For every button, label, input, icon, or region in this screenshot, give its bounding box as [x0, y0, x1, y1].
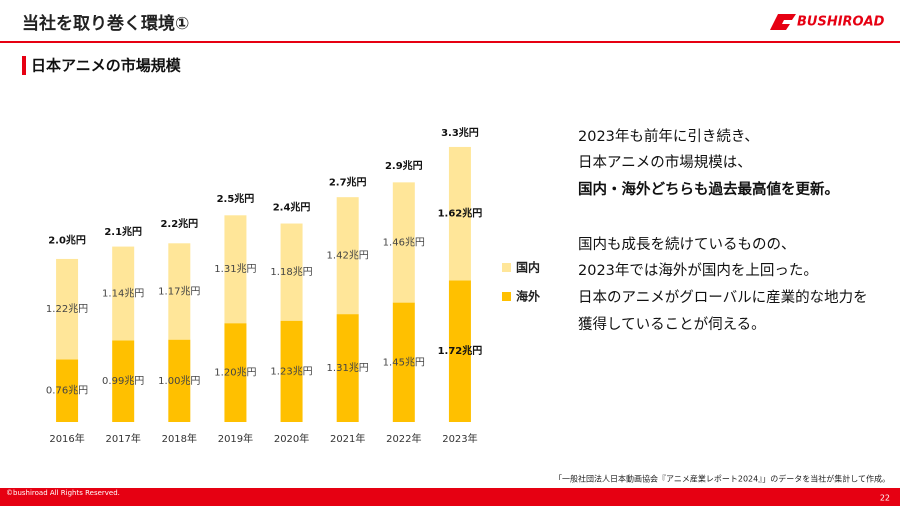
logo: BUSHIROAD — [797, 15, 885, 30]
x-tick-label: 2019年 — [218, 432, 253, 445]
value-label: 1.31兆円 — [214, 263, 256, 275]
total-label: 2.4兆円 — [273, 200, 311, 213]
x-tick-label: 2023年 — [442, 432, 477, 445]
bar-segment — [280, 320, 303, 422]
legend-label: 海外 — [516, 289, 540, 304]
value-label: 1.22兆円 — [46, 303, 88, 315]
commentary: 2023年も前年に引き続き、日本アニメの市場規模は、国内・海外どちらも過去最高値… — [578, 128, 868, 333]
total-label: 2.5兆円 — [217, 192, 255, 205]
bar-segment — [56, 258, 79, 360]
legend-label: 国内 — [516, 260, 540, 275]
bar-segment — [168, 243, 191, 340]
bar-segment — [448, 146, 471, 281]
x-tick-label: 2021年 — [330, 432, 365, 445]
value-label: 0.99兆円 — [102, 375, 144, 387]
value-label: 1.72兆円 — [438, 344, 483, 357]
bar-segment — [280, 223, 303, 321]
total-label: 2.2兆円 — [160, 217, 198, 230]
value-label: 1.14兆円 — [102, 288, 144, 300]
bar-segment — [112, 246, 135, 341]
value-label: 1.00兆円 — [158, 375, 200, 387]
bar-segment — [168, 339, 191, 422]
logo-mark — [770, 14, 796, 30]
page-title: 当社を取り巻く環境① — [22, 13, 189, 34]
total-label: 2.0兆円 — [48, 233, 86, 246]
legend-swatch — [502, 263, 511, 272]
commentary-line: 2023年では海外が国内を上回った。 — [578, 262, 818, 279]
x-tick-label: 2016年 — [49, 432, 84, 445]
commentary-line: 日本アニメの市場規模は、 — [578, 154, 752, 171]
bar-segment — [112, 340, 135, 422]
total-label: 3.3兆円 — [441, 126, 479, 139]
value-label: 1.45兆円 — [383, 356, 425, 368]
section-bar — [22, 56, 26, 75]
total-label: 2.1兆円 — [104, 225, 142, 238]
bar-segment — [336, 197, 359, 315]
bar-segment — [392, 302, 415, 422]
commentary-line: 国内・海外どちらも過去最高値を更新。 — [578, 180, 839, 198]
value-label: 1.17兆円 — [158, 285, 200, 297]
value-label: 1.62兆円 — [438, 207, 483, 220]
commentary-line: 日本のアニメがグローバルに産業的な地力を — [578, 289, 868, 306]
value-label: 1.18兆円 — [270, 266, 312, 278]
total-label: 2.7兆円 — [329, 176, 367, 189]
bar-segment — [56, 359, 79, 422]
value-label: 1.46兆円 — [383, 236, 425, 248]
x-tick-label: 2020年 — [274, 432, 309, 445]
bar-segment — [224, 215, 247, 324]
section-title: 日本アニメの市場規模 — [31, 57, 182, 75]
x-tick-label: 2022年 — [386, 432, 421, 445]
header-rule — [0, 41, 900, 43]
value-label: 0.76兆円 — [46, 385, 88, 397]
legend-swatch — [502, 292, 511, 301]
bar-segment — [448, 280, 471, 422]
commentary-line: 国内も成長を続けているものの、 — [578, 236, 796, 253]
bar-segment — [224, 323, 247, 422]
x-tick-label: 2018年 — [162, 432, 197, 445]
page-number: 22 — [880, 494, 890, 503]
commentary-line: 2023年も前年に引き続き、 — [578, 128, 759, 145]
total-label: 2.9兆円 — [385, 159, 423, 172]
copyright: ©bushiroad All Rights Reserved. — [6, 489, 120, 497]
footer-bar — [0, 488, 900, 506]
value-label: 1.31兆円 — [327, 362, 369, 374]
value-label: 1.20兆円 — [214, 367, 256, 379]
bar-segment — [392, 182, 415, 303]
bar-segment — [336, 314, 359, 422]
x-tick-label: 2017年 — [105, 432, 140, 445]
value-label: 1.42兆円 — [327, 250, 369, 262]
source-note: 「一般社団法人日本動画協会『アニメ産業レポート2024』」のデータを当社が集計し… — [554, 474, 890, 484]
commentary-line: 獲得していることが伺える。 — [578, 316, 766, 333]
value-label: 1.23兆円 — [270, 365, 312, 377]
